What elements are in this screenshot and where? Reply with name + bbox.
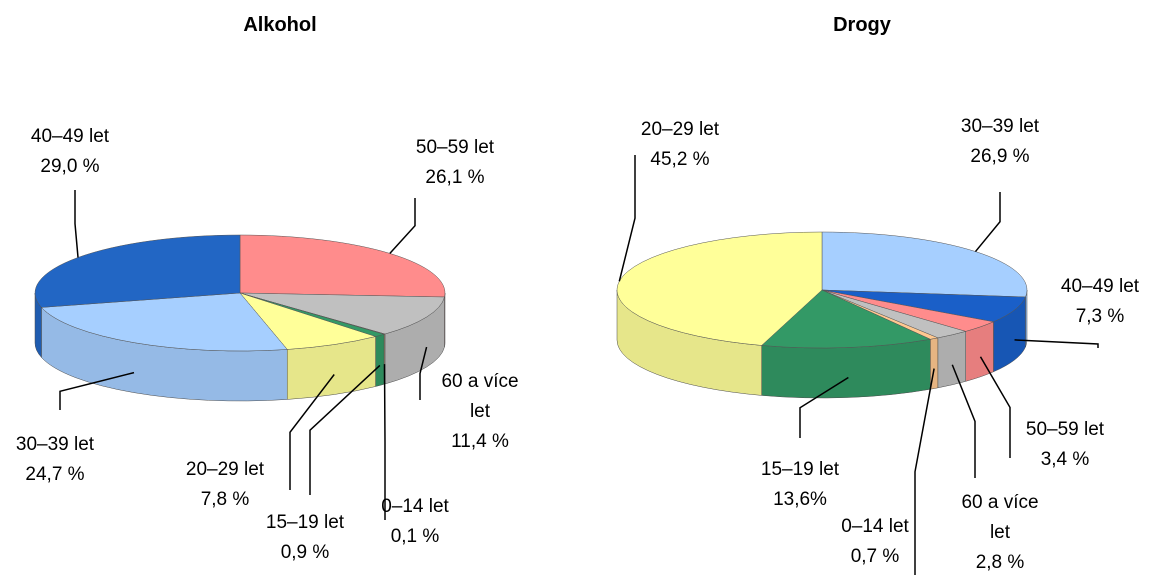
label-value: 26,1 % bbox=[425, 167, 485, 188]
label-name: 50–59 let bbox=[415, 137, 495, 158]
data-label: 15–19 let 13,6% bbox=[761, 455, 839, 515]
label-name: 60 a více let bbox=[441, 371, 519, 422]
label-value: 29,0 % bbox=[40, 156, 100, 177]
data-label: 15–19 let 0,9 % bbox=[266, 508, 344, 568]
data-label: 60 a více let 2,8 % bbox=[955, 488, 1045, 578]
label-value: 24,7 % bbox=[25, 464, 85, 485]
leader-line bbox=[289, 374, 335, 490]
label-name: 15–19 let bbox=[265, 512, 345, 533]
data-label: 40–49 let 7,3 % bbox=[1061, 272, 1139, 332]
pie-side bbox=[937, 331, 966, 389]
data-label: 0–14 let 0,1 % bbox=[381, 492, 449, 552]
leader-line bbox=[799, 376, 849, 438]
pie-slice bbox=[616, 231, 823, 396]
leader-line bbox=[309, 364, 381, 495]
pie-top bbox=[239, 292, 377, 350]
pie-slice bbox=[40, 292, 288, 402]
pie-top bbox=[239, 234, 446, 298]
label-name: 30–39 let bbox=[960, 116, 1040, 137]
leader-line bbox=[74, 190, 79, 258]
leader-line bbox=[914, 368, 935, 575]
data-label: 40–49 let 29,0 % bbox=[31, 122, 109, 182]
pie-top bbox=[761, 289, 932, 349]
label-value: 7,3 % bbox=[1075, 306, 1125, 327]
leader-line bbox=[974, 192, 1001, 253]
chart-title: Alkohol bbox=[243, 14, 317, 36]
label-value: 0,7 % bbox=[850, 546, 900, 567]
label-value: 2,8 % bbox=[975, 552, 1025, 573]
leader-line bbox=[1014, 339, 1099, 348]
pie-top bbox=[239, 292, 445, 335]
label-name: 50–59 let bbox=[1025, 419, 1105, 440]
label-value: 3,4 % bbox=[1040, 449, 1090, 470]
pie-slice bbox=[821, 289, 967, 389]
data-label: 60 a více let 11,4 % bbox=[435, 367, 525, 457]
data-label: 20–29 let 45,2 % bbox=[641, 115, 719, 175]
pie-top bbox=[821, 231, 1028, 298]
label-name: 0–14 let bbox=[841, 516, 909, 537]
data-label: 0–14 let 0,7 % bbox=[841, 512, 909, 572]
pie-side bbox=[761, 338, 931, 399]
leader-line bbox=[618, 155, 636, 282]
leader-line bbox=[419, 346, 428, 400]
leader-line bbox=[951, 364, 976, 478]
label-value: 0,9 % bbox=[280, 542, 330, 563]
label-value: 11,4 % bbox=[451, 431, 509, 452]
pie-slice bbox=[239, 292, 445, 385]
label-name: 15–19 let bbox=[760, 459, 840, 480]
data-label: 50–59 let 26,1 % bbox=[416, 133, 494, 193]
label-value: 13,6% bbox=[773, 489, 827, 510]
leader-line bbox=[389, 198, 416, 254]
pie-side bbox=[375, 333, 385, 387]
leader-line bbox=[979, 356, 1011, 458]
pie-top bbox=[34, 234, 241, 308]
data-label: 30–39 let 26,9 % bbox=[961, 112, 1039, 172]
label-name: 40–49 let bbox=[30, 126, 110, 147]
label-value: 45,2 % bbox=[650, 149, 710, 170]
label-name: 60 a více let bbox=[961, 492, 1039, 543]
label-name: 0–14 let bbox=[381, 496, 449, 517]
data-label: 50–59 let 3,4 % bbox=[1026, 415, 1104, 475]
label-name: 30–39 let bbox=[15, 434, 95, 455]
data-label: 30–39 let 24,7 % bbox=[16, 430, 94, 490]
label-value: 26,9 % bbox=[970, 146, 1030, 167]
label-value: 7,8 % bbox=[200, 489, 250, 510]
data-label: 20–29 let 7,8 % bbox=[186, 455, 264, 515]
leader-line bbox=[59, 371, 135, 410]
pie-slice bbox=[239, 292, 377, 400]
pie-slice bbox=[761, 289, 932, 399]
label-name: 20–29 let bbox=[185, 459, 265, 480]
pie-top bbox=[40, 292, 288, 352]
label-value: 0,1 % bbox=[390, 526, 440, 547]
pie-slice bbox=[34, 234, 241, 359]
label-name: 40–49 let bbox=[1060, 276, 1140, 297]
chart-title: Drogy bbox=[833, 14, 891, 36]
label-name: 20–29 let bbox=[640, 119, 720, 140]
